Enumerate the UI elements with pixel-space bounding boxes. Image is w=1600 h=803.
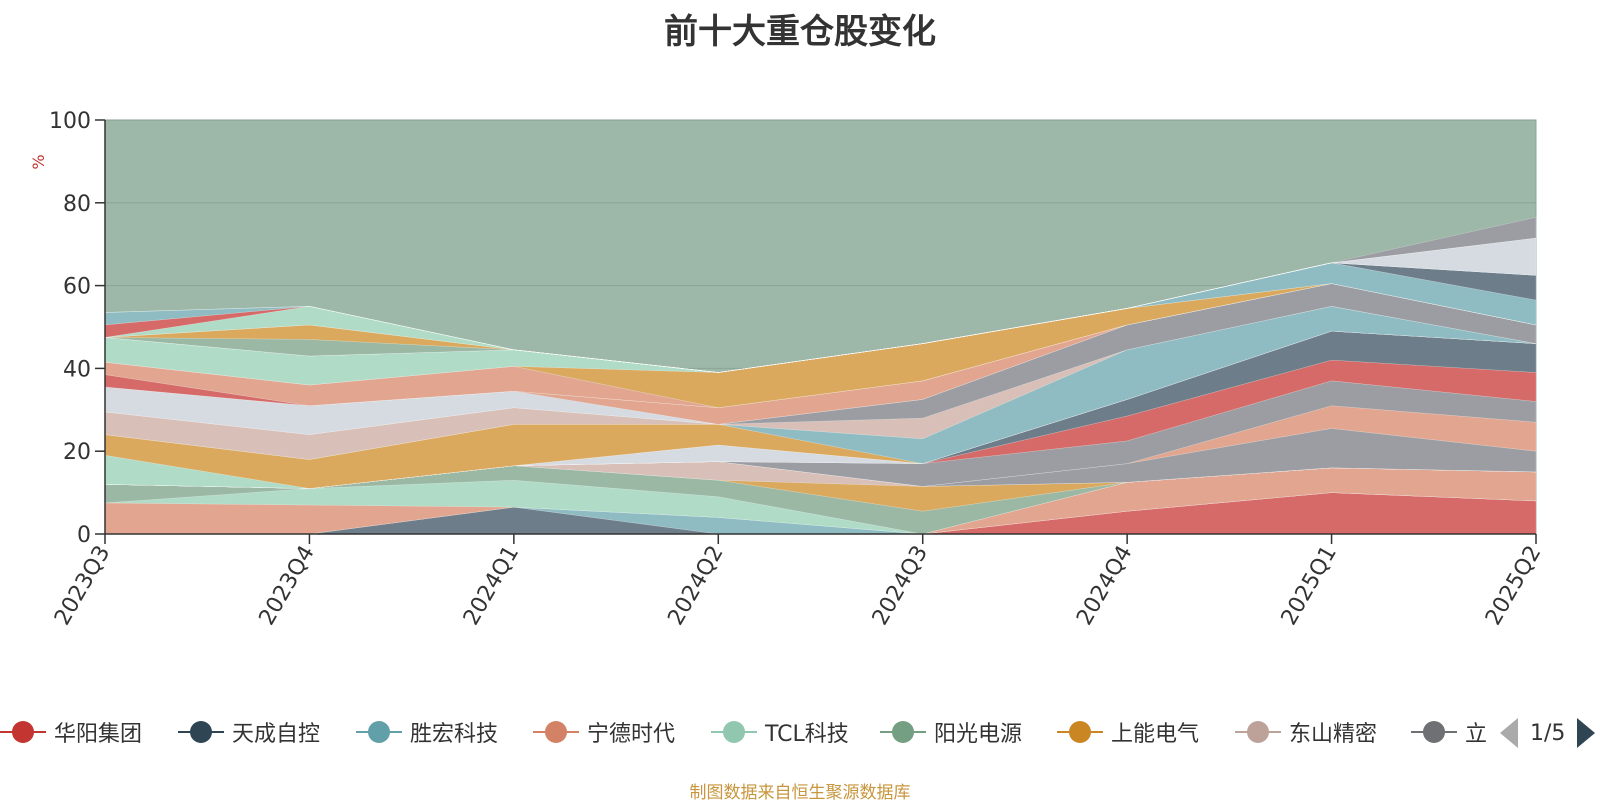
legend: 华阳集团 天成自控 胜宏科技 宁德时代 TCL科技 阳光电源 上能电气 东山精密 立: [0, 712, 1600, 752]
y-tick-label: 0: [77, 523, 91, 548]
x-tick-label: 2023Q3: [50, 542, 115, 630]
stack-layer: [104, 283, 1537, 435]
stack-layer: [104, 306, 1537, 460]
pager-next-icon[interactable]: [1577, 718, 1596, 748]
legend-label: 天成自控: [232, 722, 321, 747]
legend-item[interactable]: 宁德时代: [533, 712, 675, 752]
chart-title: 前十大重仓股变化: [664, 12, 936, 52]
legend-marker-icon: [1411, 720, 1457, 744]
legend-item[interactable]: 天成自控: [178, 712, 320, 752]
pager-prev-icon[interactable]: [1500, 718, 1518, 748]
legend-marker-icon: [1057, 720, 1103, 744]
y-axis-label: %: [29, 154, 48, 169]
legend-label: 胜宏科技: [410, 722, 499, 747]
stack-layer: [104, 283, 1537, 435]
series-area: [104, 465, 1537, 535]
legend-item[interactable]: 华阳集团: [0, 712, 142, 752]
legend-marker-icon: [178, 720, 224, 744]
legend-label: 宁德时代: [587, 722, 676, 747]
stack-layer: [104, 216, 1537, 373]
legend-pager: 1/5: [1500, 716, 1596, 750]
y-tick-label: 20: [63, 440, 91, 465]
legend-label: 华阳集团: [54, 722, 143, 747]
y-tick-label: 80: [63, 192, 91, 217]
stack-layer: [104, 237, 1537, 373]
x-tick-label: 2024Q2: [663, 542, 728, 630]
legend-marker-icon: [0, 720, 46, 744]
x-tick-label: 2025Q2: [1481, 542, 1546, 630]
legend-label: 立: [1465, 722, 1488, 747]
legend-item[interactable]: 阳光电源: [880, 712, 1022, 752]
y-tick-label: 40: [63, 357, 91, 382]
stack-layer: [104, 237, 1537, 373]
legend-item[interactable]: TCL科技: [711, 712, 849, 752]
legend-label: TCL科技: [765, 722, 849, 747]
legend-item[interactable]: 胜宏科技: [356, 712, 498, 752]
stack-layer: [104, 262, 1537, 373]
y-tick-label: 60: [63, 275, 91, 300]
stack-layer: [104, 283, 1537, 386]
source-note: 制图数据来自恒生聚源数据库: [689, 783, 911, 803]
legend-marker-icon: [1235, 720, 1281, 744]
legend-marker-icon: [356, 720, 402, 744]
legend-label: 上能电气: [1111, 722, 1200, 747]
legend-label: 东山精密: [1289, 722, 1378, 747]
legend-marker-icon: [880, 720, 926, 744]
pager-text: 1/5: [1530, 720, 1566, 746]
x-tick-label: 2024Q4: [1072, 542, 1137, 630]
stack-layer: [104, 237, 1537, 373]
x-tick-label: 2025Q1: [1277, 542, 1342, 630]
x-tick-label: 2023Q4: [255, 542, 320, 630]
stack-layer: [104, 283, 1537, 408]
legend-label: 阳光电源: [934, 722, 1023, 747]
legend-item[interactable]: 立: [1411, 712, 1489, 752]
y-tick-label: 100: [49, 109, 91, 134]
legend-marker-icon: [711, 720, 757, 744]
x-tick-label: 2024Q1: [459, 542, 524, 630]
stack-layer: [104, 262, 1537, 373]
x-tick-label: 2024Q3: [868, 542, 933, 630]
legend-item[interactable]: 上能电气: [1057, 712, 1199, 752]
legend-item[interactable]: 东山精密: [1235, 712, 1377, 752]
legend-marker-icon: [533, 720, 579, 744]
